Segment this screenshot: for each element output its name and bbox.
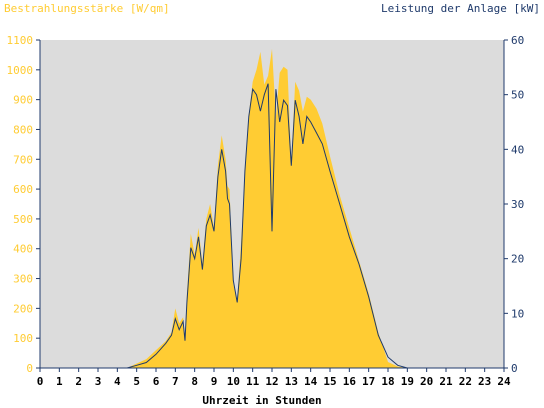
x-tick-label: 10 xyxy=(227,375,240,388)
x-tick-label: 18 xyxy=(381,375,394,388)
x-tick-label: 12 xyxy=(265,375,278,388)
y-left-tick-label: 300 xyxy=(13,273,33,286)
y-left-tick-label: 700 xyxy=(13,153,33,166)
x-tick-label: 0 xyxy=(37,375,44,388)
x-tick-label: 3 xyxy=(95,375,102,388)
x-tick-label: 4 xyxy=(114,375,121,388)
x-tick-label: 17 xyxy=(362,375,375,388)
x-tick-label: 1 xyxy=(56,375,63,388)
x-tick-label: 19 xyxy=(401,375,414,388)
y-right-tick-label: 60 xyxy=(511,34,524,47)
power-line xyxy=(40,83,504,369)
y-left-tick-label: 800 xyxy=(13,123,33,136)
x-tick-label: 14 xyxy=(304,375,318,388)
y-right-tick-label: 50 xyxy=(511,89,524,102)
y-left-tick-label: 500 xyxy=(13,213,33,226)
y-left-tick-label: 200 xyxy=(13,302,33,315)
y-left-tick-label: 600 xyxy=(13,183,33,196)
x-tick-label: 6 xyxy=(153,375,160,388)
y-right-tick-label: 20 xyxy=(511,253,524,266)
x-tick-label: 22 xyxy=(459,375,472,388)
x-tick-label: 16 xyxy=(343,375,357,388)
x-tick-label: 9 xyxy=(211,375,218,388)
x-tick-label: 24 xyxy=(497,375,511,388)
left-axis-title: Bestrahlungsstärke [W/qm] xyxy=(4,2,170,15)
x-tick-label: 2 xyxy=(75,375,82,388)
x-tick-label: 5 xyxy=(133,375,140,388)
right-axis-title: Leistung der Anlage [kW] xyxy=(381,2,540,15)
x-tick-label: 20 xyxy=(420,375,433,388)
y-left-tick-label: 100 xyxy=(13,332,33,345)
x-tick-label: 21 xyxy=(439,375,453,388)
y-left-tick-label: 400 xyxy=(13,243,33,256)
x-tick-label: 7 xyxy=(172,375,179,388)
x-tick-label: 15 xyxy=(323,375,336,388)
x-tick-label: 8 xyxy=(191,375,198,388)
y-left-tick-label: 1100 xyxy=(7,34,34,47)
x-tick-label: 23 xyxy=(478,375,491,388)
y-left-tick-label: 0 xyxy=(26,362,33,375)
y-right-tick-label: 30 xyxy=(511,198,524,211)
x-axis-title: Uhrzeit in Stunden xyxy=(202,394,321,407)
x-tick-label: 13 xyxy=(285,375,298,388)
y-left-tick-label: 900 xyxy=(13,94,33,107)
x-tick-label: 11 xyxy=(246,375,260,388)
irradiance-area xyxy=(40,48,504,369)
y-right-tick-label: 0 xyxy=(511,362,518,375)
y-right-tick-label: 10 xyxy=(511,307,524,320)
y-right-tick-label: 40 xyxy=(511,143,524,156)
y-left-tick-label: 1000 xyxy=(7,64,34,77)
